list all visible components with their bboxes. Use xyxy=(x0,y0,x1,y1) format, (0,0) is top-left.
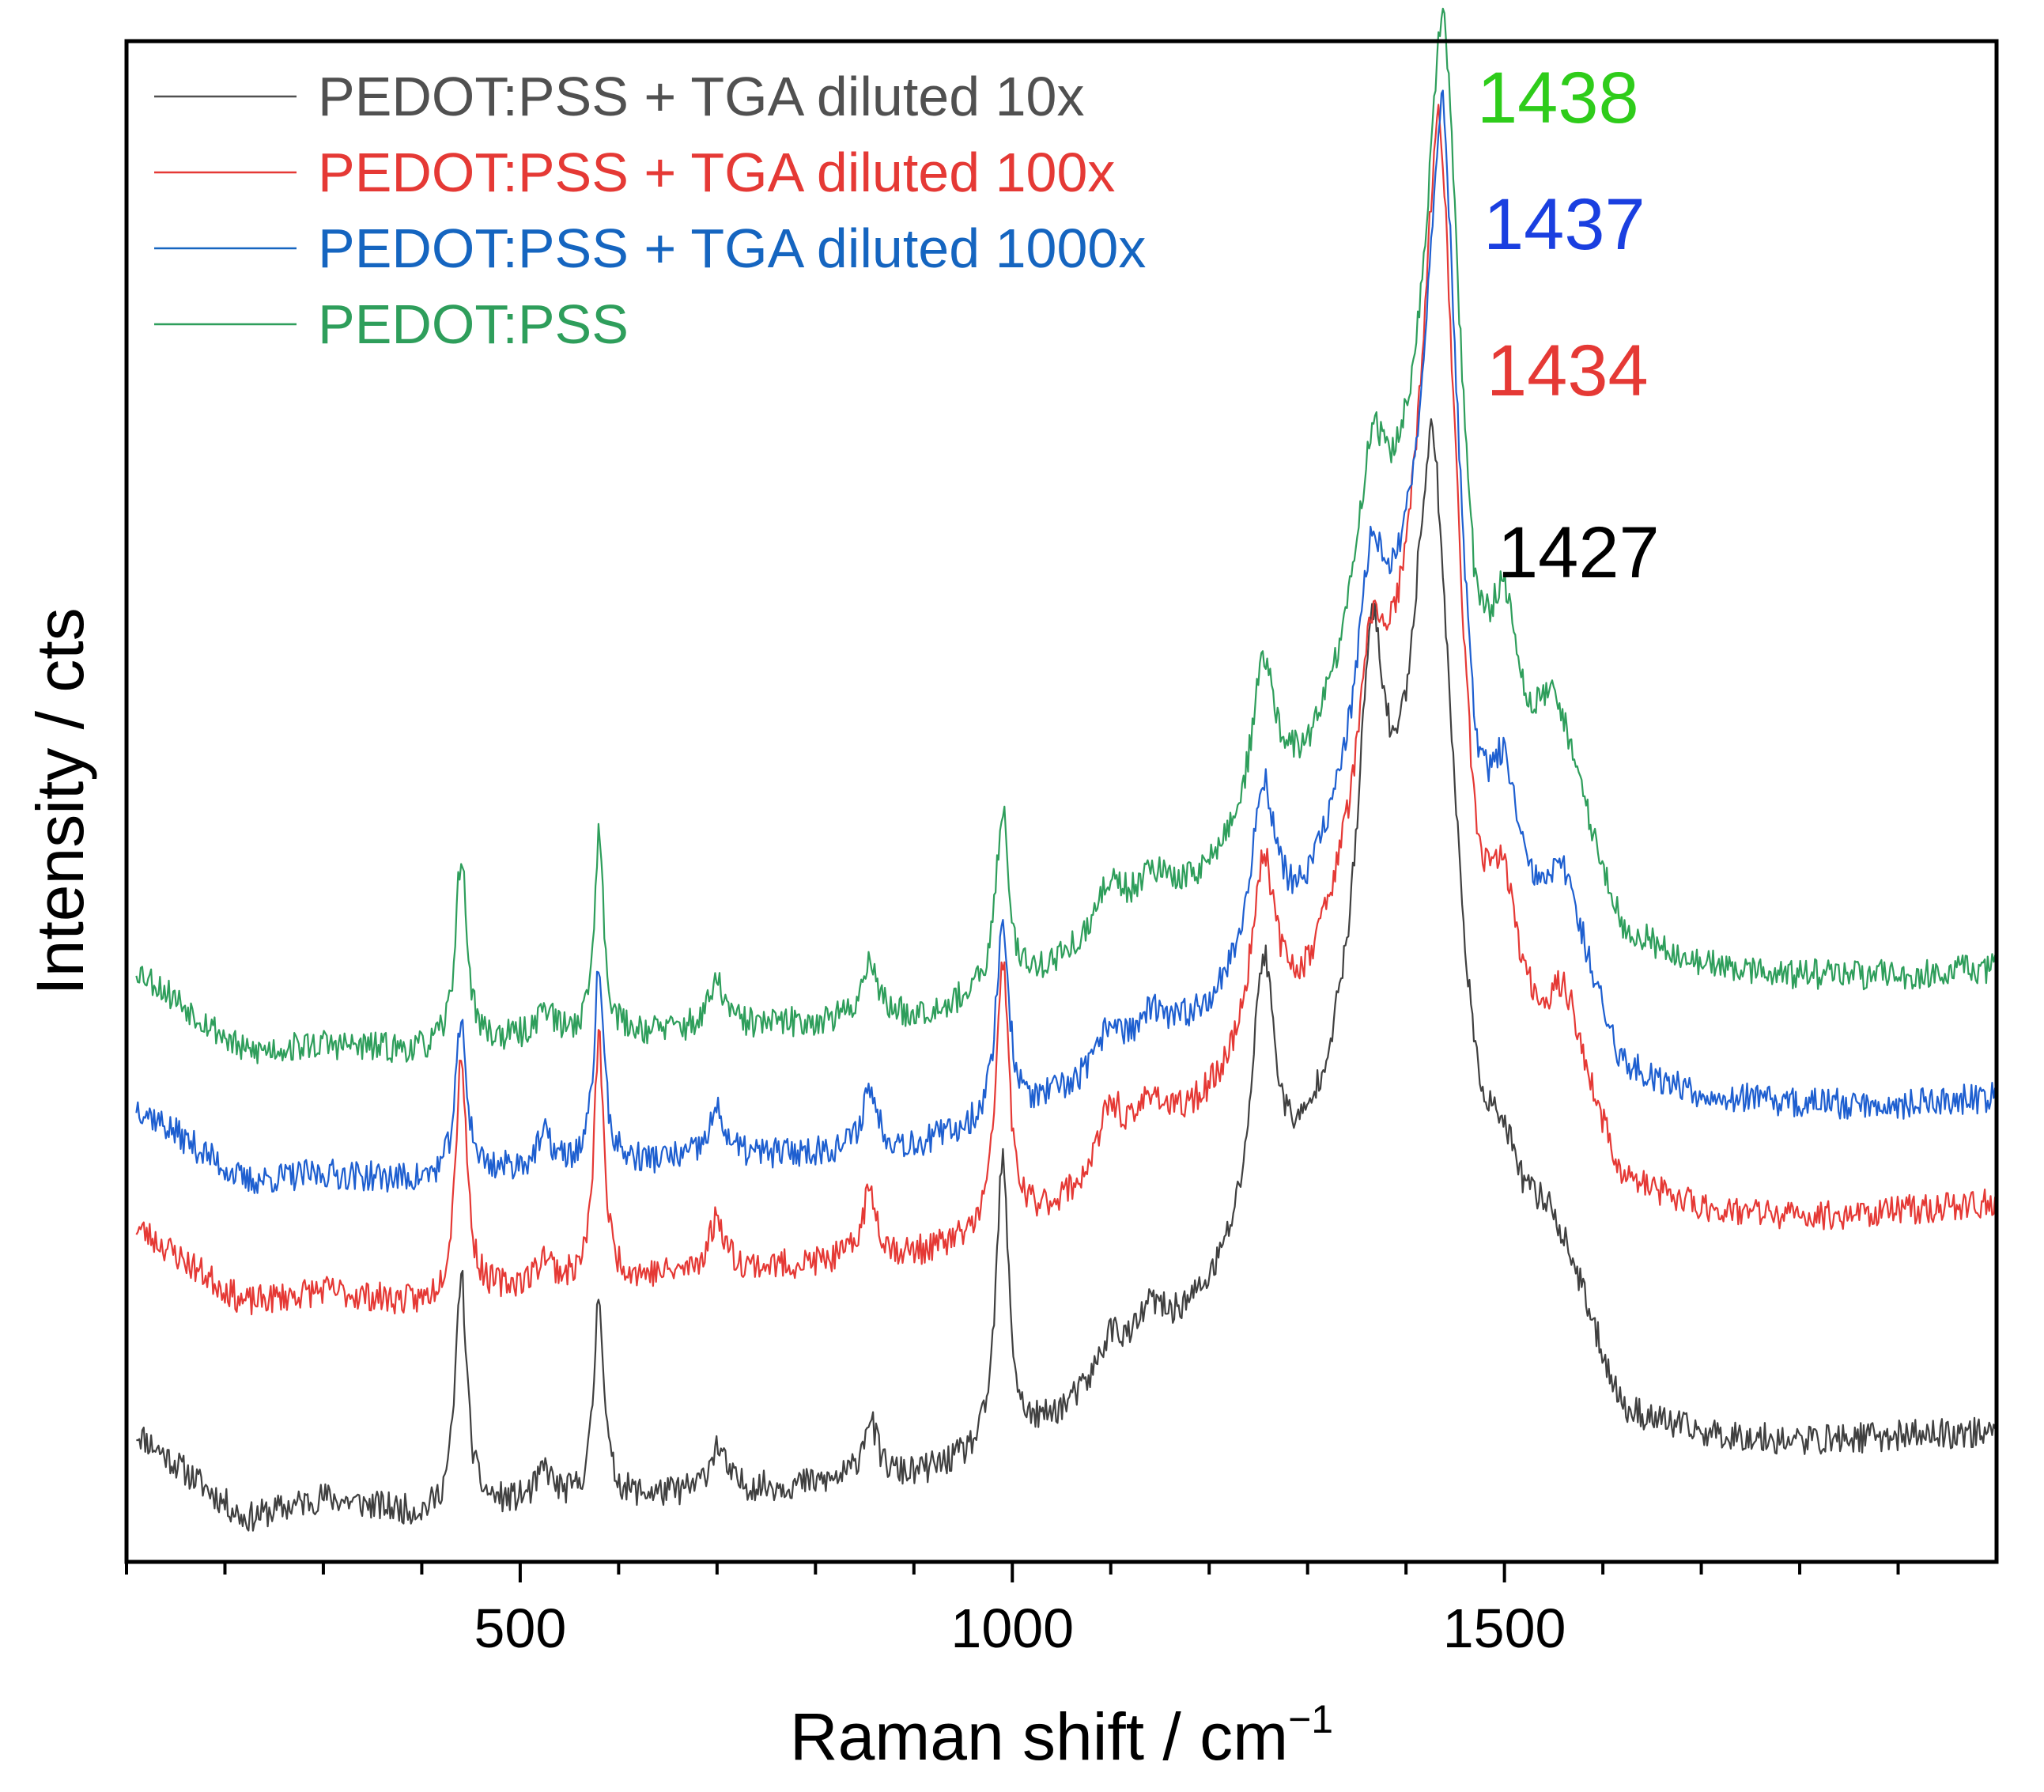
x-axis-ticks: 500 1000 1500 xyxy=(125,1562,1900,1659)
peak-label-2: 1434 xyxy=(1487,331,1649,411)
series-line-4 xyxy=(135,7,1998,1064)
y-axis-title: Intensity / cts xyxy=(23,607,97,995)
peak-annotations: 1427 1434 1437 1438 xyxy=(1477,58,1660,593)
legend-label-3: PEDOT:PSS + TGA diluted 1000x xyxy=(318,217,1146,279)
series-line-2 xyxy=(135,104,1998,1316)
peak-label-4: 1438 xyxy=(1477,58,1639,138)
x-tick-label: 1000 xyxy=(950,1597,1074,1659)
legend-label-4: PEDOT:PSS xyxy=(318,293,629,355)
plot-frame xyxy=(124,39,1999,1564)
series-line-1 xyxy=(136,418,1998,1532)
peak-label-1: 1427 xyxy=(1498,512,1660,593)
legend-label-1: PEDOT:PSS + TGA diluted 10x xyxy=(318,66,1084,127)
x-axis-title: Raman shift / cm−1 xyxy=(790,1697,1333,1774)
series-layer xyxy=(135,7,1998,1532)
x-axis-title-superscript: −1 xyxy=(1288,1697,1333,1741)
legend: PEDOT:PSS + TGA diluted 10x PEDOT:PSS + T… xyxy=(154,66,1146,355)
x-tick-label: 1500 xyxy=(1443,1597,1566,1659)
peak-label-3: 1437 xyxy=(1483,184,1645,265)
x-axis-title-text: Raman shift / cm xyxy=(790,1699,1288,1774)
legend-label-2: PEDOT:PSS + TGA diluted 100x xyxy=(318,142,1115,203)
x-tick-label: 500 xyxy=(474,1597,566,1659)
series-line-3 xyxy=(135,89,1997,1194)
